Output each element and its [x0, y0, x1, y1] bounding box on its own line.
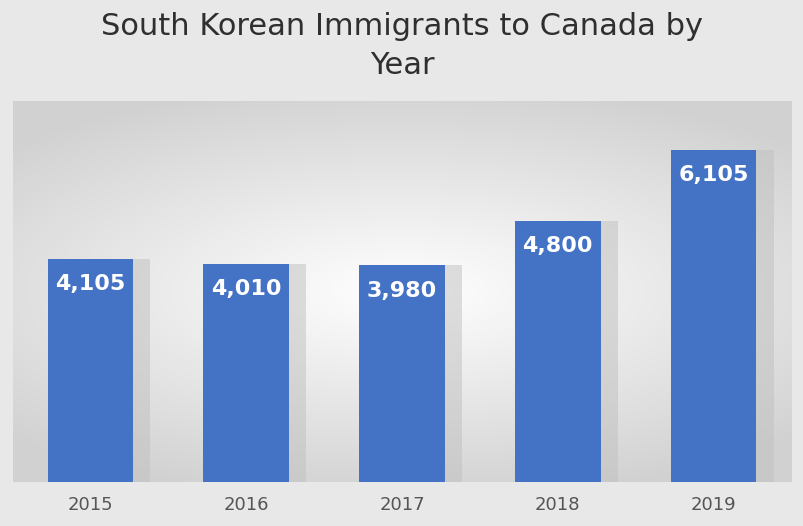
Text: 3,980: 3,980	[366, 281, 437, 301]
FancyBboxPatch shape	[681, 150, 772, 482]
Text: 4,105: 4,105	[55, 274, 125, 294]
Bar	[47, 259, 133, 482]
Text: 4,800: 4,800	[522, 236, 593, 256]
Bar	[203, 264, 289, 482]
FancyBboxPatch shape	[214, 264, 306, 482]
FancyBboxPatch shape	[369, 266, 462, 482]
Bar	[670, 150, 756, 482]
FancyBboxPatch shape	[59, 259, 150, 482]
FancyBboxPatch shape	[525, 221, 617, 482]
Bar	[514, 221, 600, 482]
Title: South Korean Immigrants to Canada by
Year: South Korean Immigrants to Canada by Yea…	[101, 13, 702, 80]
Text: 4,010: 4,010	[210, 279, 281, 299]
Bar	[359, 266, 444, 482]
Text: 6,105: 6,105	[678, 165, 748, 185]
